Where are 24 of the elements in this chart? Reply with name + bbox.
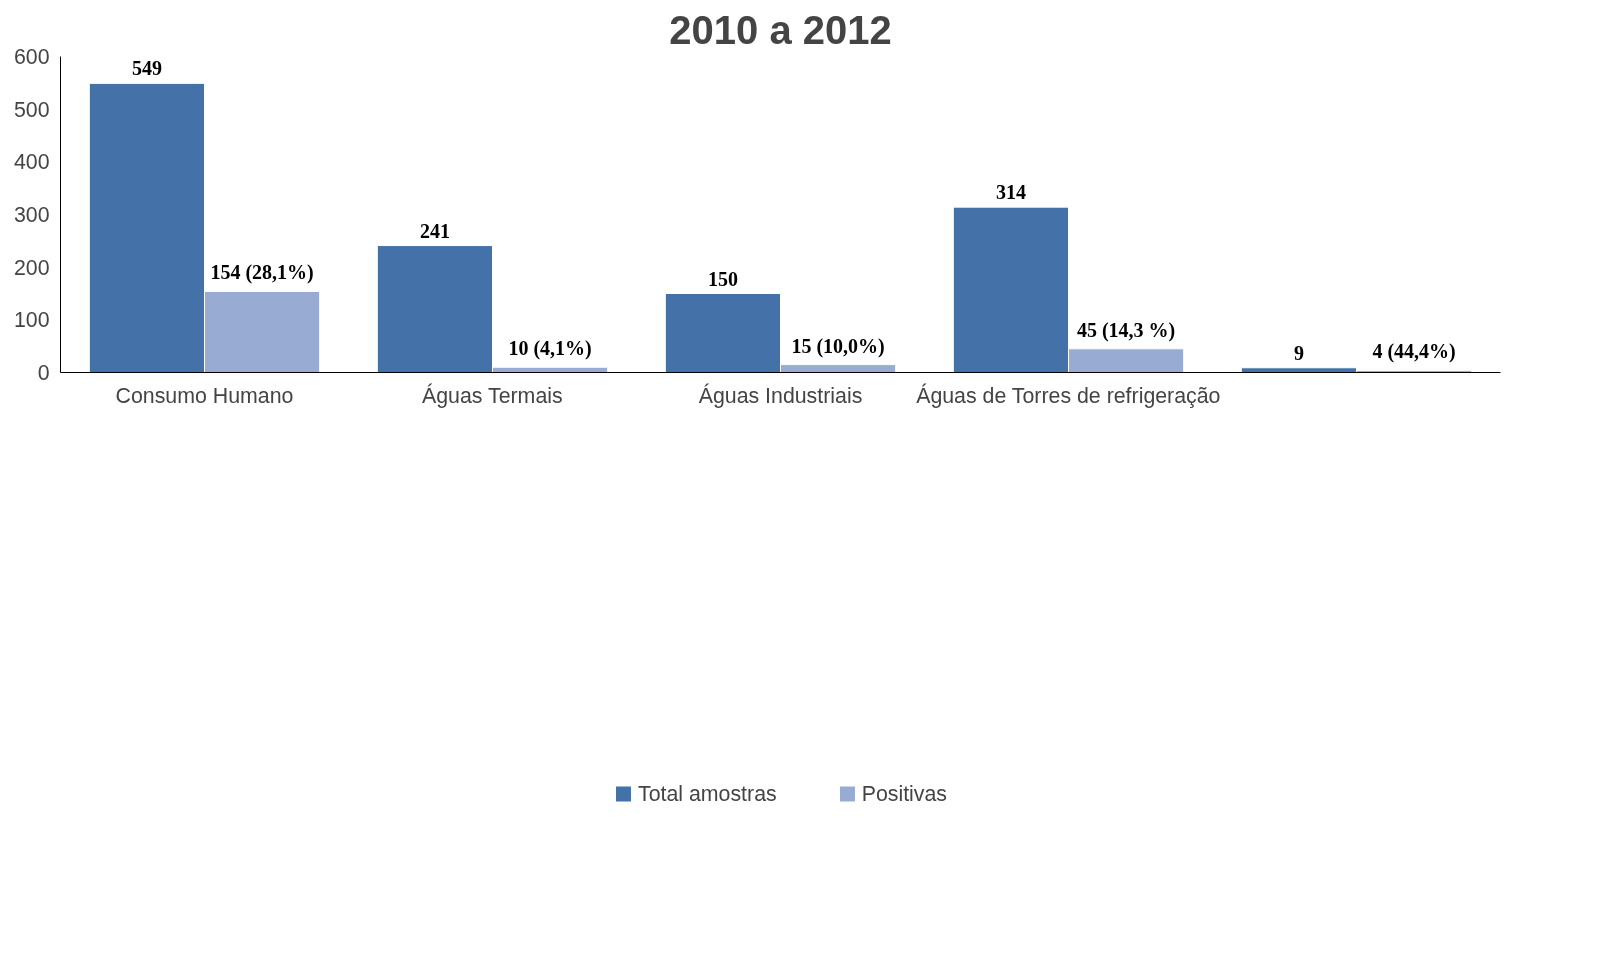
data-label: 15 (10,0%) (791, 334, 885, 358)
data-label: 549 (131, 57, 162, 80)
x-tick-label: Águas Termais (421, 382, 563, 408)
y-tick-label: 500 (13, 97, 50, 122)
chart-title: 2010 a 2012 (669, 7, 892, 52)
data-label: 241 (419, 219, 450, 242)
data-label: 45 (14,3 %) (1076, 318, 1176, 342)
y-tick-label: 300 (13, 203, 50, 227)
y-tick-label: 600 (13, 45, 50, 69)
data-label: 9 (1293, 341, 1304, 364)
legend-label: Total amostras (637, 781, 777, 807)
y-tick-label: 100 (13, 308, 50, 333)
y-tick-label: 400 (13, 150, 50, 175)
x-tick-label: Águas Industriais (698, 382, 863, 408)
data-label: 150 (707, 267, 738, 290)
y-tick-label: 0 (37, 361, 50, 385)
x-tick-label: Águas de Torres de refrigeração (916, 382, 1221, 408)
legend-label: Positivas (861, 781, 948, 807)
data-label: 4 (44,4%) (1372, 340, 1456, 364)
x-tick-label: Consumo Humano (115, 383, 294, 408)
data-label: 10 (4,1%) (508, 337, 592, 361)
data-label: 314 (995, 181, 1026, 204)
data-label: 154 (28,1%) (210, 261, 314, 285)
y-tick-label: 200 (13, 255, 50, 280)
